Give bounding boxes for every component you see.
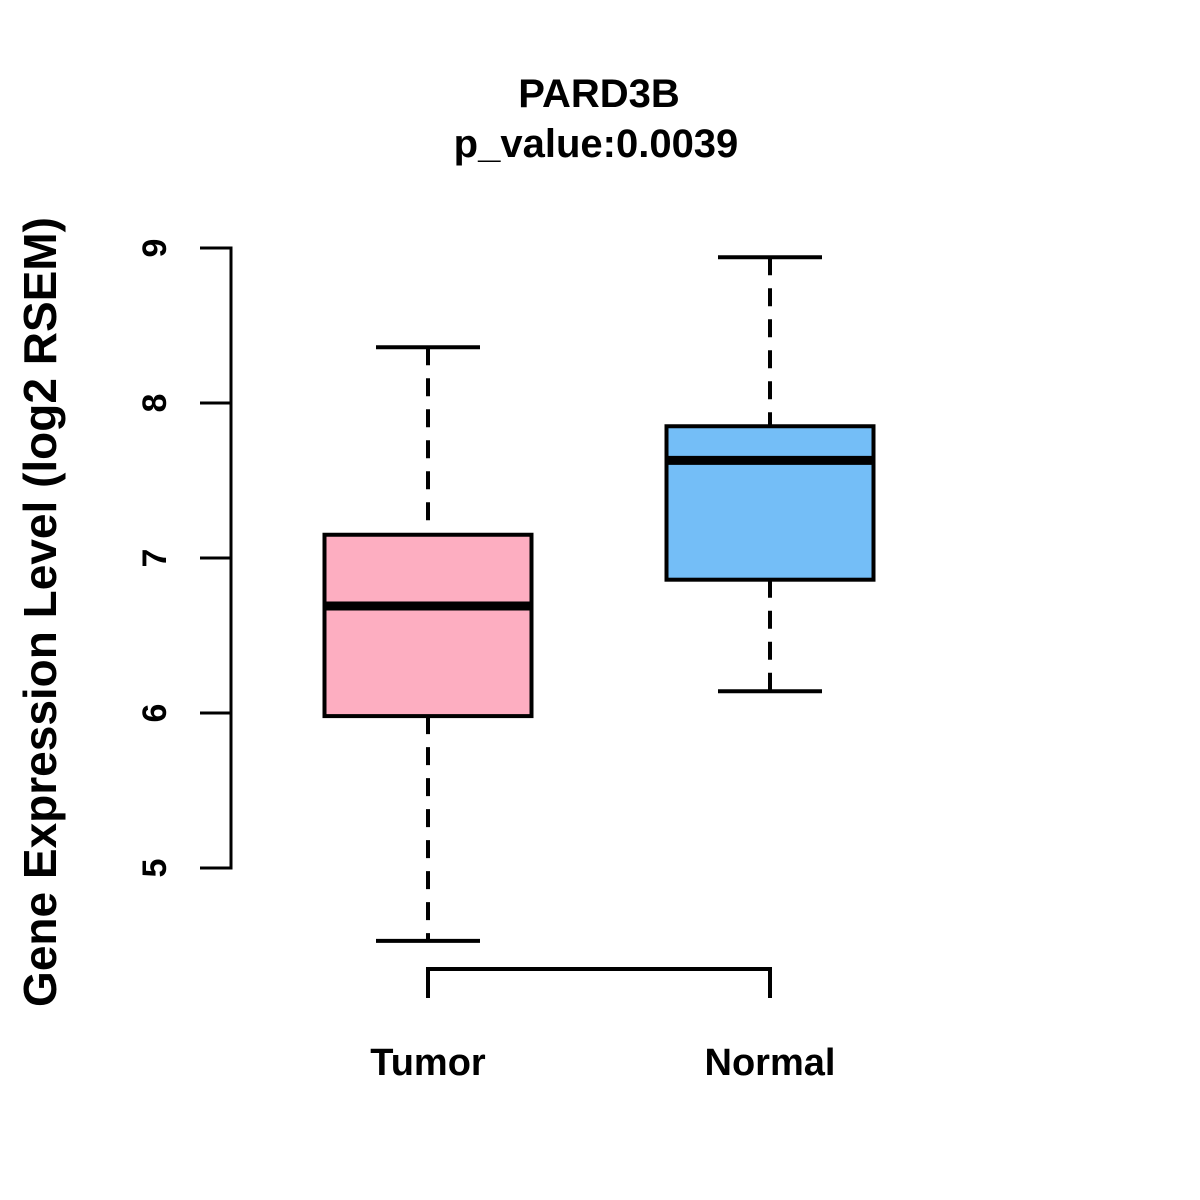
category-label-normal: Normal [705, 1042, 836, 1084]
y-tick-label-8: 8 [136, 394, 174, 413]
category-label-tumor: Tumor [370, 1042, 486, 1084]
category-bracket [426, 967, 772, 998]
normal-box [664, 424, 876, 582]
normal-boxplot [664, 255, 876, 694]
y-axis: 5 6 7 8 9 [136, 239, 233, 878]
tumor-boxplot [322, 345, 534, 943]
box-series [322, 255, 876, 943]
y-axis-label: Gene Expression Level (log2 RSEM) [14, 217, 66, 1007]
y-tick-label-5: 5 [136, 859, 174, 878]
chart-subtitle: p_value:0.0039 [454, 122, 739, 166]
x-axis-bracket [426, 967, 772, 998]
x-axis-labels: Tumor Normal [370, 1042, 835, 1084]
y-tick-label-6: 6 [136, 704, 174, 723]
y-tick-label-9: 9 [136, 239, 174, 258]
tumor-box [322, 532, 534, 719]
chart-title: PARD3B [518, 72, 680, 116]
y-tick-label-7: 7 [136, 549, 174, 568]
